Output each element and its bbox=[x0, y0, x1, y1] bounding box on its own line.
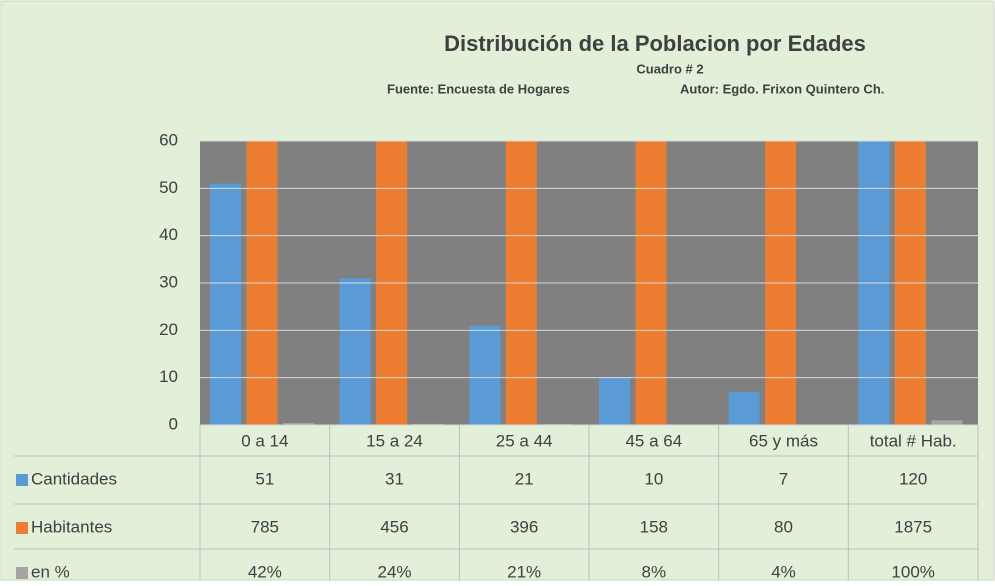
table-value: 24% bbox=[377, 562, 411, 581]
legend-label: Cantidades bbox=[31, 469, 117, 488]
y-tick-label: 10 bbox=[159, 367, 178, 386]
x-tick-label: 25 a 44 bbox=[496, 431, 553, 450]
table-value: 100% bbox=[891, 562, 934, 581]
table-value: 21% bbox=[507, 562, 541, 581]
author-note: Autor: Egdo. Frixon Quintero Ch. bbox=[680, 81, 884, 96]
x-tick-label: 65 y más bbox=[749, 431, 818, 450]
table-value: 1875 bbox=[894, 517, 932, 536]
table-value: 785 bbox=[251, 517, 279, 536]
x-tick-label: 45 a 64 bbox=[625, 431, 682, 450]
y-tick-label: 40 bbox=[159, 225, 178, 244]
table-value: 396 bbox=[510, 517, 538, 536]
y-tick-label: 60 bbox=[159, 130, 178, 149]
x-tick-label: 15 a 24 bbox=[366, 431, 423, 450]
bar bbox=[931, 420, 962, 425]
legend-swatch bbox=[16, 522, 28, 534]
bar bbox=[729, 392, 760, 425]
bar bbox=[340, 278, 371, 425]
table-value: 51 bbox=[255, 469, 274, 488]
bar bbox=[210, 184, 241, 425]
table-value: 120 bbox=[899, 469, 927, 488]
table-value: 42% bbox=[248, 562, 282, 581]
table-value: 456 bbox=[380, 517, 408, 536]
legend-label: en % bbox=[31, 562, 70, 581]
chart-title: Distribución de la Poblacion por Edades bbox=[444, 31, 866, 56]
table-value: 8% bbox=[642, 562, 667, 581]
table-value: 80 bbox=[774, 517, 793, 536]
x-tick-label: total # Hab. bbox=[870, 431, 957, 450]
source-note: Fuente: Encuesta de Hogares bbox=[387, 81, 570, 96]
table-value: 158 bbox=[640, 517, 668, 536]
table-value: 31 bbox=[385, 469, 404, 488]
legend-swatch bbox=[16, 567, 28, 579]
x-tick-label: 0 a 14 bbox=[241, 431, 288, 450]
y-tick-label: 20 bbox=[159, 320, 178, 339]
bar bbox=[599, 378, 630, 425]
table-value: 21 bbox=[515, 469, 534, 488]
y-tick-label: 0 bbox=[169, 414, 178, 433]
table-value: 4% bbox=[771, 562, 796, 581]
bar bbox=[469, 326, 500, 425]
y-tick-label: 50 bbox=[159, 178, 178, 197]
y-tick-label: 30 bbox=[159, 272, 178, 291]
table-value: 10 bbox=[644, 469, 663, 488]
chart-subtitle: Cuadro # 2 bbox=[636, 61, 703, 76]
legend-label: Habitantes bbox=[31, 517, 112, 536]
table-value: 7 bbox=[779, 469, 788, 488]
legend-swatch bbox=[16, 474, 28, 486]
